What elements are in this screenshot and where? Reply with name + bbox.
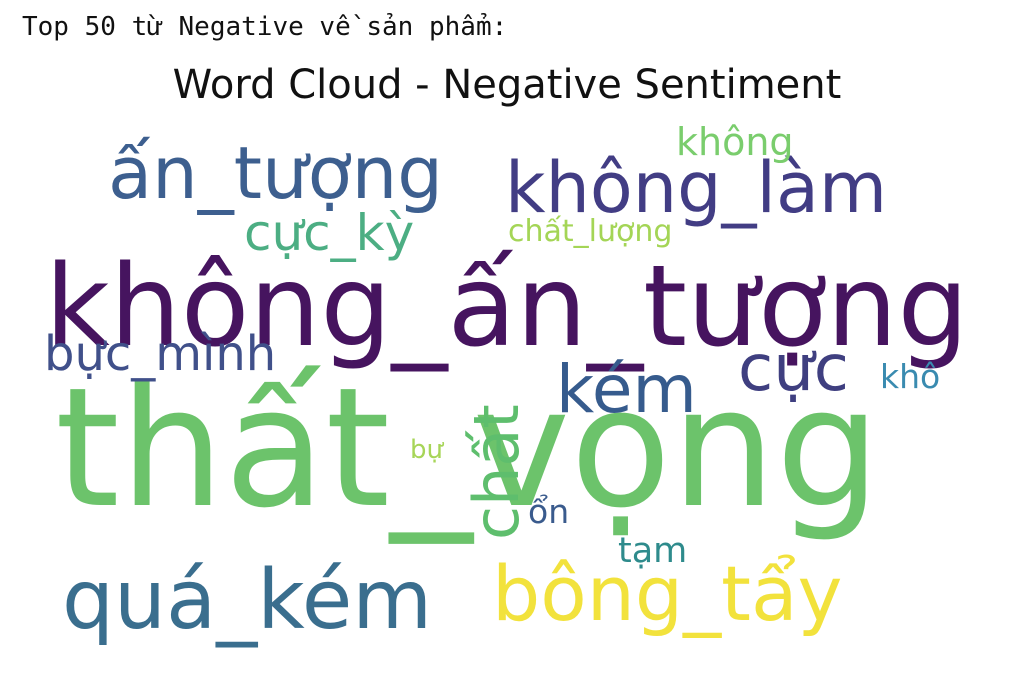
- word-7: cực: [738, 332, 849, 406]
- word-1: không_ấn_tượng: [45, 242, 969, 372]
- word-5: không_làm: [505, 147, 887, 229]
- output-header-text: Top 50 từ Negative về sản phẩm:: [22, 12, 508, 42]
- word-15: chất_lượng: [508, 214, 672, 249]
- word-0: thất_vọng: [55, 352, 880, 544]
- word-4: ấn_tượng: [108, 131, 443, 215]
- word-8: chất: [460, 404, 533, 540]
- word-9: cực_kỳ: [244, 204, 414, 262]
- chart-title: Word Cloud - Negative Sentiment: [172, 62, 842, 108]
- word-10: bực_mình: [44, 326, 276, 382]
- word-14: khô: [880, 357, 940, 396]
- word-13: ổn: [528, 492, 569, 531]
- word-16: bự: [410, 435, 445, 465]
- word-11: không: [676, 120, 794, 164]
- word-3: bông_tẩy: [492, 549, 843, 638]
- word-6: kém: [556, 351, 697, 428]
- word-2: quá_kém: [62, 553, 432, 648]
- word-12: tạm: [618, 531, 687, 571]
